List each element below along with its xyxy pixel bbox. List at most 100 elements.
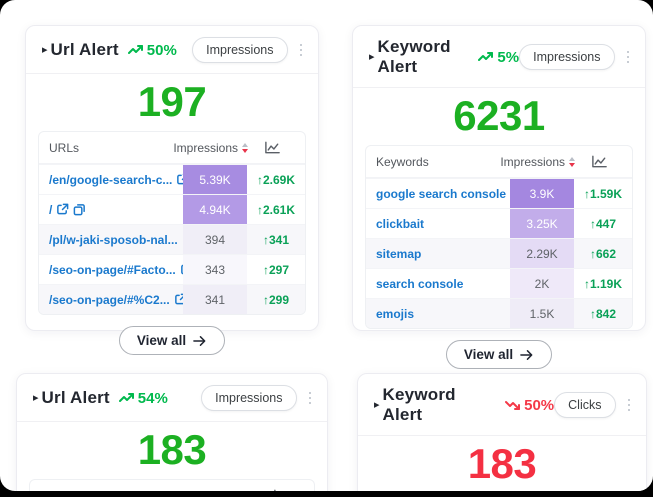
big-number: 6231 [453,92,545,139]
row-change: ↑1.59K [583,186,623,201]
row-change: ↑341 [262,232,290,247]
column-header-name: URLs [40,489,182,491]
row-value: 4.94K [183,195,247,224]
row-value: 2K [510,269,574,298]
big-number: 183 [467,440,537,487]
card-header: ▸ Url Alert 50% Impressions [26,26,318,63]
external-link-icon[interactable] [174,293,183,306]
row-value: 2.29K [510,239,574,268]
copy-icon[interactable] [73,203,86,216]
trend-down-icon [505,399,521,411]
metric-selector-button[interactable]: Impressions [192,37,288,63]
row-name-link[interactable]: search console [376,276,464,291]
collapse-arrow-icon[interactable]: ▸ [369,50,375,63]
trend-indicator: 50% [127,42,177,59]
collapse-arrow-icon[interactable]: ▸ [374,398,380,411]
row-name-link[interactable]: google search console [376,186,507,201]
external-link-icon[interactable] [176,173,183,186]
row-change: ↑1.19K [583,276,623,291]
row-change: ↑297 [262,262,290,277]
table-header-row: URLs Impressions [39,132,305,164]
row-name-link[interactable]: /seo-on-page/#%C2... [49,292,170,307]
row-name-link[interactable]: clickbait [376,216,425,231]
card-title: Keyword Alert [377,37,451,76]
table-row: google search console 3.9K ↑1.59K [366,178,632,208]
trend-percent: 50% [524,396,555,414]
row-name-link[interactable]: /en/google-search-c... [49,172,173,187]
header-divider [358,435,646,436]
sort-icon[interactable] [241,142,249,154]
table-row: / 4.94K ↑2.61K [39,194,305,224]
trend-percent: 54% [137,389,168,407]
row-value: 341 [183,285,247,314]
chart-icon[interactable] [576,155,622,169]
trend-up-icon [118,392,135,404]
column-header-name: Keywords [376,155,429,169]
row-value: 343 [183,255,247,284]
sort-icon[interactable] [250,490,258,491]
row-name-link[interactable]: / [49,202,53,217]
row-change: ↑842 [589,306,617,321]
big-number: 197 [137,78,207,125]
row-value: 394 [183,225,247,254]
metric-selector-button[interactable]: Impressions [201,385,297,411]
table-row: /seo-on-page/#%C2... 341 ↑299 [39,284,305,314]
trend-up-icon [478,51,494,63]
row-change: ↑299 [262,292,290,307]
external-link-icon[interactable] [56,203,69,216]
row-value: 5.39K [183,165,247,194]
card-header: ▸ Url Alert 54% Impressions [17,374,327,411]
column-header-value: Impressions [173,141,238,155]
row-value: 1.5K [510,299,574,328]
big-number: 183 [137,426,207,473]
chart-icon[interactable] [249,141,295,155]
results-table: Keywords Impressions google search conso… [365,145,633,329]
column-header-value: Impressions [182,489,247,491]
metric-selector-button[interactable]: Clicks [554,392,616,418]
card-header: ▸ Keyword Alert 50% Clicks [358,374,646,425]
trend-percent: 5% [497,48,520,66]
url-alert-card-bottom: ▸ Url Alert 54% Impressions 183 URLs Imp… [16,373,328,491]
url-alert-card: ▸ Url Alert 50% Impressions 197 URLs Imp… [25,25,319,355]
results-table: URLs Impressions /en/google-search-c... … [38,131,306,315]
table-row: clickbait 3.25K ↑447 [366,208,632,238]
table-row: /pl/w-jaki-sposob-nal... 394 ↑341 [39,224,305,254]
table-row: /seo-on-page/#Facto... 343 ↑297 [39,254,305,284]
table-row: sitemap 2.29K ↑662 [366,238,632,268]
column-header-value: Impressions [500,155,565,169]
kebab-menu-icon[interactable] [296,40,307,61]
trend-indicator: 54% [118,389,168,407]
metric-selector-button[interactable]: Impressions [519,44,615,70]
collapse-arrow-icon[interactable]: ▸ [33,391,39,404]
row-change: ↑2.61K [256,202,296,217]
kebab-menu-icon[interactable] [624,395,635,416]
view-all-button[interactable]: View all [118,326,226,355]
row-change: ↑447 [589,216,617,231]
keyword-alert-card-bottom: ▸ Keyword Alert 50% Clicks 183 Keywords … [357,373,647,491]
row-value: 3.25K [510,209,574,238]
trend-up-icon [127,44,144,56]
sort-icon[interactable] [568,156,576,168]
row-change: ↑2.69K [256,172,296,187]
card-title: Keyword Alert [382,385,456,424]
view-all-label: View all [136,333,187,348]
external-link-icon[interactable] [180,263,183,276]
table-header-row: Keywords Impressions [366,146,632,178]
collapse-arrow-icon[interactable]: ▸ [42,43,48,56]
trend-indicator: 5% [478,49,519,66]
row-change: ↑662 [589,246,617,261]
row-name-link[interactable]: emojis [376,306,415,321]
kebab-menu-icon[interactable] [623,47,634,68]
chart-icon[interactable] [258,489,304,491]
header-divider [26,73,318,74]
arrow-right-icon [520,348,534,362]
row-name-link[interactable]: /pl/w-jaki-sposob-nal... [49,232,178,247]
row-name-link[interactable]: /seo-on-page/#Facto... [49,262,176,277]
view-all-button[interactable]: View all [445,340,553,369]
header-divider [353,87,645,88]
row-name-link[interactable]: sitemap [376,246,422,261]
kebab-menu-icon[interactable] [305,388,316,409]
header-divider [17,421,327,422]
column-header-name: URLs [49,141,80,155]
